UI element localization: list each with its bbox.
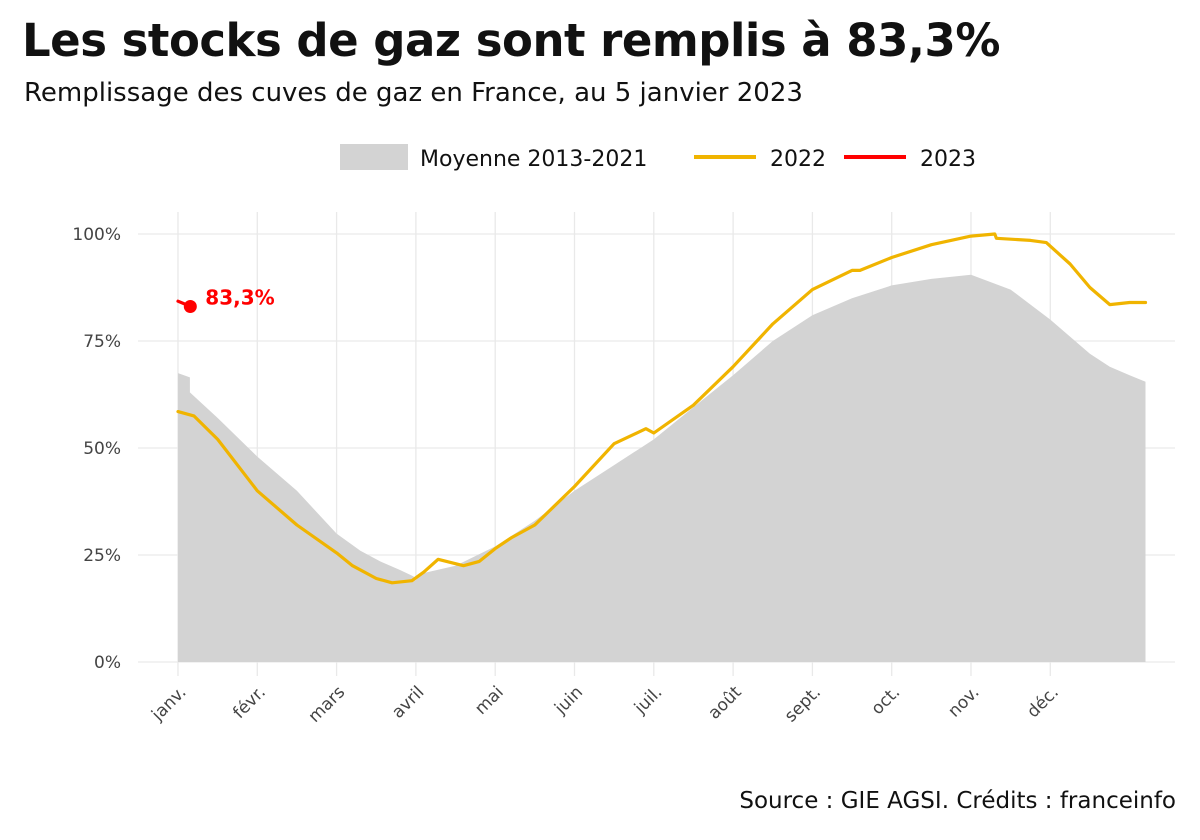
x-tick-label: janv. [147,682,190,725]
legend-swatch-moyenne [340,144,408,170]
x-tick-label: févr. [229,682,270,723]
x-tick-label: juin [550,682,587,719]
label-2023-last: 83,3% [205,285,274,309]
x-tick-label: sept. [781,682,825,726]
chart: Moyenne 2013-2021 2022 2023 0% 25% 50% 75% 1… [72,144,1175,727]
y-axis: 0% 25% 50% 75% 100% [72,225,121,673]
legend: Moyenne 2013-2021 2022 2023 [340,144,976,172]
y-tick-label: 25% [83,546,121,566]
x-tick-label: nov. [944,682,983,721]
y-tick-label: 0% [94,653,121,673]
x-axis: janv. févr. mars avril mai juin juil. août sept.… [147,682,1062,727]
y-tick-label: 75% [83,332,121,352]
series-area-moyenne [178,274,1146,662]
x-tick-label: mai [471,682,508,719]
series-line-2022 [176,232,1148,585]
x-tick-label: déc. [1023,682,1063,722]
legend-label-moyenne: Moyenne 2013-2021 [420,147,647,172]
chart-title: Les stocks de gaz sont remplis à 83,3% [22,14,1000,67]
area-layer [178,274,1146,662]
y-tick-label: 100% [72,225,121,245]
x-tick-label: oct. [868,682,905,719]
source-credit: Source : GIE AGSI. Crédits : franceinfo [739,788,1176,814]
x-tick-label: mars [305,682,350,727]
annotation-layer: 83,3% [183,285,275,313]
chart-subtitle: Remplissage des cuves de gaz en France, … [24,78,803,108]
x-tick-label: juil. [630,682,666,718]
x-tick-label: avril [388,682,428,722]
x-tick-label: août [704,682,745,723]
legend-label-2023: 2023 [920,147,976,172]
legend-label-2022: 2022 [770,147,826,172]
point-2023-last [183,299,197,313]
y-tick-label: 50% [83,439,121,459]
